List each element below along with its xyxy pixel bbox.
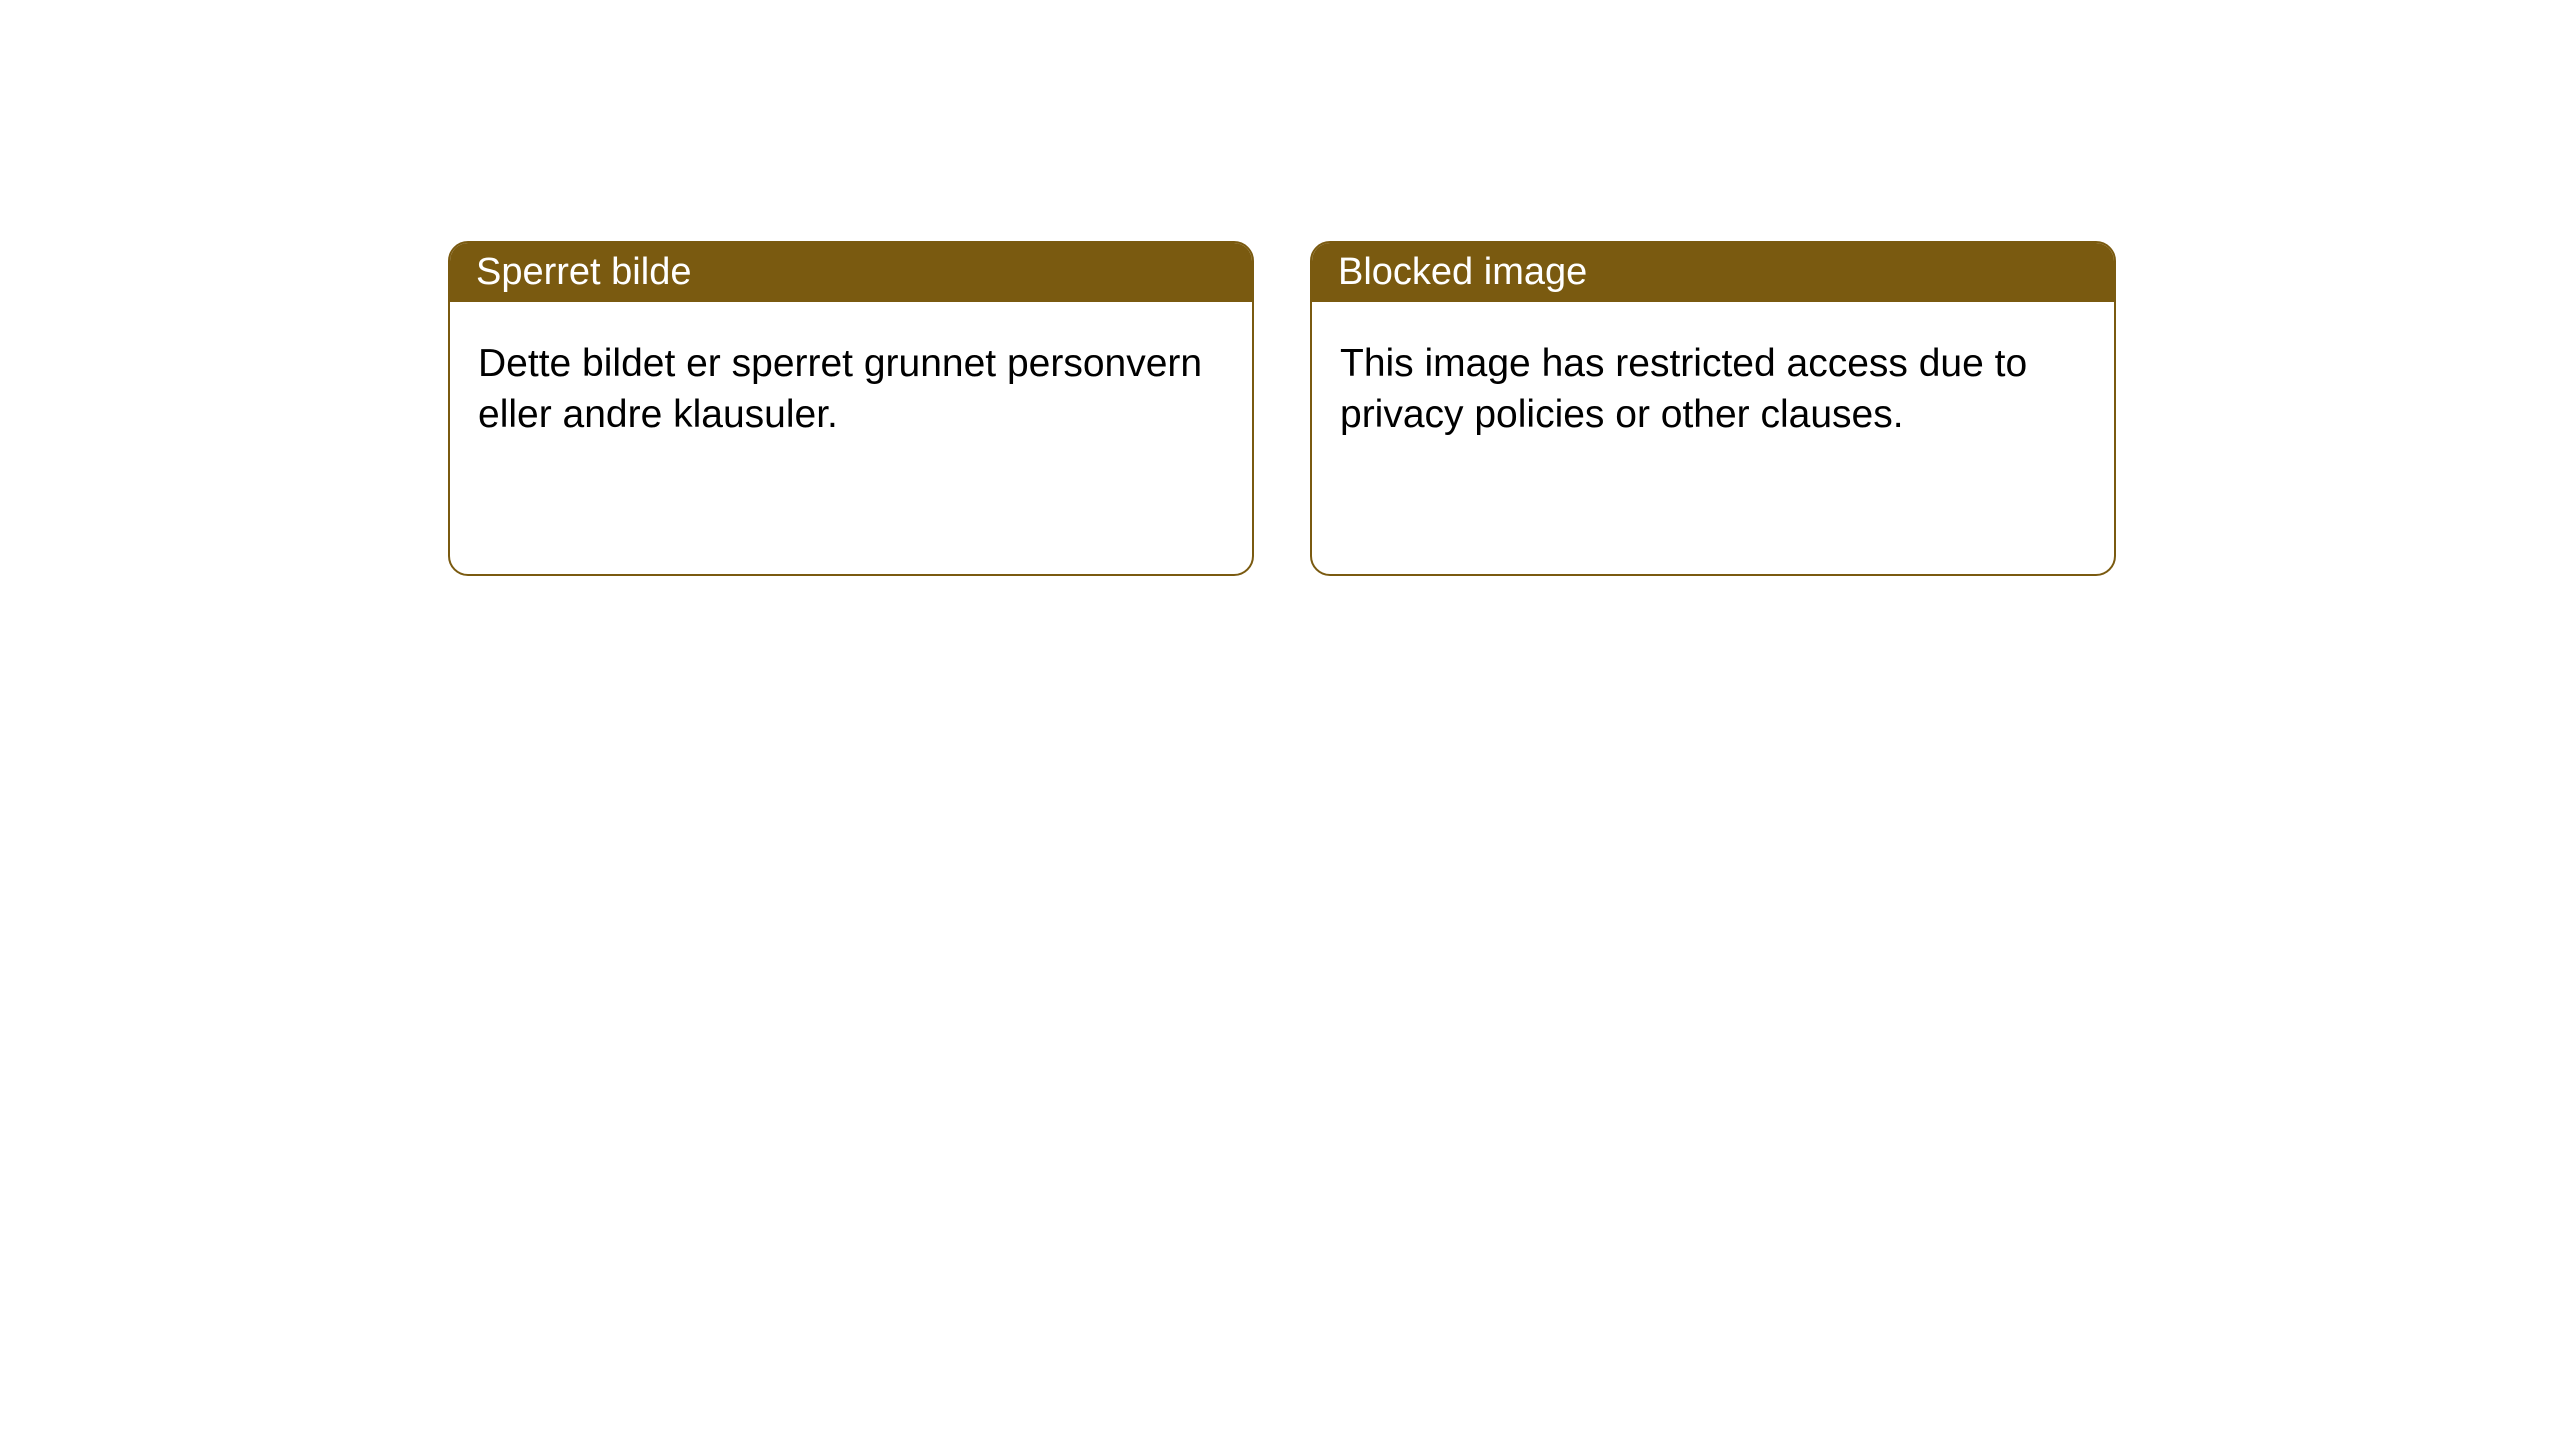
card-header: Blocked image: [1312, 243, 2114, 302]
card-title: Sperret bilde: [476, 251, 691, 293]
notice-card-english: Blocked image This image has restricted …: [1310, 241, 2116, 576]
notice-card-norwegian: Sperret bilde Dette bildet er sperret gr…: [448, 241, 1254, 576]
card-message: This image has restricted access due to …: [1340, 342, 2027, 436]
card-body: This image has restricted access due to …: [1312, 302, 2114, 477]
card-body: Dette bildet er sperret grunnet personve…: [450, 302, 1252, 477]
card-header: Sperret bilde: [450, 243, 1252, 302]
notice-cards-container: Sperret bilde Dette bildet er sperret gr…: [0, 0, 2560, 576]
card-message: Dette bildet er sperret grunnet personve…: [478, 342, 1202, 436]
card-title: Blocked image: [1338, 251, 1587, 293]
